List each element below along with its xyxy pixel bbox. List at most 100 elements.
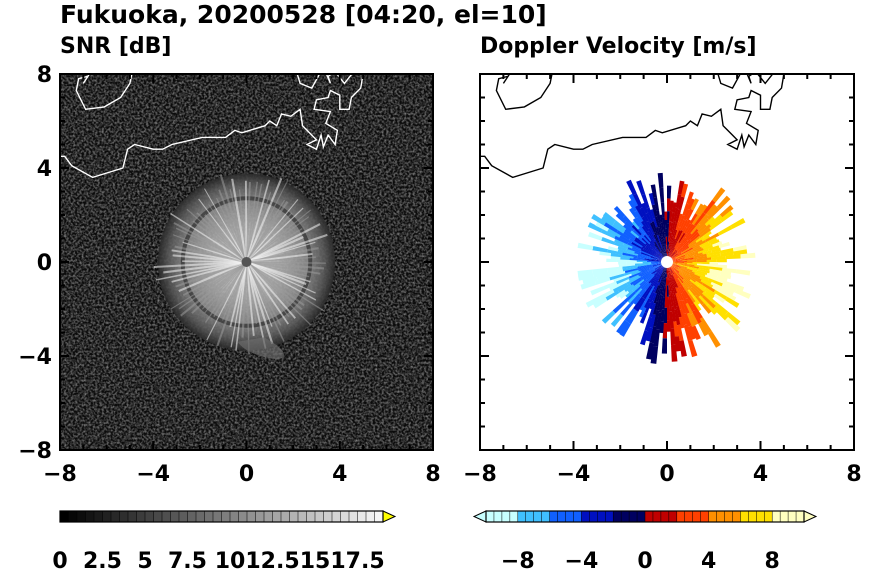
doppler-wedge [674,308,681,326]
doppler-wedge [630,230,640,239]
doppler-wedge [654,243,662,254]
snr-colorbar-cell [246,510,257,523]
snr-ray [241,261,248,338]
snr-colorbar-cell [119,510,129,523]
snr-ray [245,261,267,349]
doppler-wedge [675,230,682,242]
doppler-wedge [699,241,709,248]
snr-echo-lobe [237,337,284,360]
doppler-wedge [682,282,690,291]
doppler-wedge [657,172,664,189]
doppler-wedge [642,254,651,258]
doppler-wedge [628,199,638,213]
doppler-wedge [656,288,662,302]
snr-colorbar-label: 12.5 [245,549,299,570]
doppler-wedge [601,236,616,245]
doppler-wedge [622,265,638,270]
doppler-wedge [602,211,616,224]
doppler-wedge [634,238,646,248]
snr-colorbar-cell [365,510,376,523]
doppler-wedge [678,271,692,284]
doppler-wedge [635,216,644,228]
doppler-wedge [644,316,653,332]
snr-ray [246,261,317,301]
doppler-wedge [671,344,678,362]
doppler-wedge [641,285,652,299]
doppler-wedge [689,273,702,282]
doppler-wedge [640,267,650,273]
doppler-wedge [612,223,625,234]
doppler-wedge [688,233,701,245]
doppler-wedge [709,214,723,227]
doppler-wedge [629,257,640,261]
doppler-wedge [643,234,651,243]
doppler-wedge [690,281,704,294]
doppler-wedge [685,303,694,315]
doppler-wedge [640,330,649,346]
doppler-wedge [609,273,625,281]
doppler-wedge [677,233,684,242]
doppler-colorbar-cell [732,510,742,523]
doppler-wedge [641,202,649,214]
doppler-wedge [669,245,673,255]
doppler-wedge [706,204,718,217]
snr-colorbar-cell [136,510,146,523]
doppler-wedge [683,312,692,327]
doppler-wedge [680,257,694,261]
doppler-wedge [648,234,656,245]
doppler-colorbar-cell [509,510,519,523]
doppler-wedge [691,325,701,341]
doppler-wedge [671,293,677,310]
doppler-wedge [673,229,678,239]
snr-colorbar-cell [238,510,248,523]
doppler-wedge [688,266,700,271]
doppler-wedge [634,236,647,247]
doppler-wedge [668,242,671,253]
doppler-wedge [707,331,721,348]
doppler-colorbar-cell [549,510,559,523]
doppler-wedge [664,219,668,229]
doppler-wedge [596,273,612,281]
doppler-wedge [676,239,689,252]
doppler-wedge [697,224,708,234]
snr-ray [246,260,307,286]
doppler-colorbar-cell [612,510,622,523]
doppler-wedge [671,221,676,236]
doppler-wedge [661,278,666,296]
doppler-wedge [730,218,746,230]
doppler-wedge [665,277,667,293]
doppler-wedge [681,226,688,235]
doppler-wedge [633,256,645,260]
snr-colorbar-cell [127,510,138,523]
doppler-wedge [640,233,651,245]
doppler-wedge [719,210,734,223]
doppler-wedge [641,216,650,229]
doppler-wedge [669,235,675,250]
doppler-wedge [682,203,690,216]
doppler-wedge [663,238,666,247]
snr-colorbar-cell [59,510,70,523]
doppler-wedge [624,308,636,323]
doppler-wedge [685,251,695,257]
doppler-wedge [691,214,701,226]
doppler-wedge [694,248,704,254]
doppler-wedge [582,276,598,285]
doppler-wedge [696,259,707,263]
doppler-wedge [709,271,721,277]
doppler-wedge [656,234,663,249]
doppler-wedge [671,212,676,223]
doppler-wedge [681,219,689,231]
doppler-wedge [662,217,666,233]
doppler-wedge [678,214,685,228]
doppler-wedge [669,272,673,285]
doppler-wedge [639,278,648,286]
doppler-wedge [599,289,615,300]
doppler-wedge [675,194,682,209]
snr-colorbar-cell [161,510,172,523]
doppler-colorbar-cell [779,510,789,523]
doppler-wedge [646,260,657,262]
doppler-wedge [679,340,687,357]
doppler-wedge [622,266,638,272]
doppler-colorbar-cell [771,510,781,523]
doppler-wedge [687,251,699,257]
